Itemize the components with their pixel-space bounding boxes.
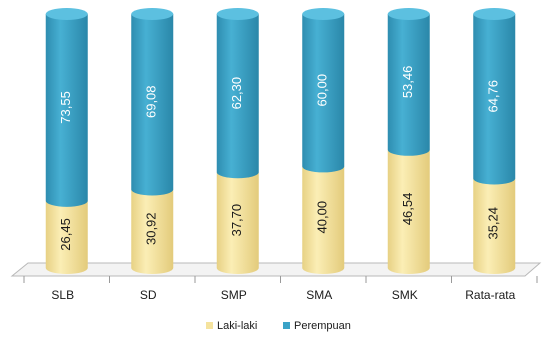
bar-perempuan-sma <box>302 14 345 173</box>
bar-group-rata-rata: 35,24 64,76 <box>473 8 516 274</box>
category-separators <box>23 276 538 283</box>
category-label-slb: SLB <box>51 288 74 302</box>
value-label-laki-laki: 26,45 <box>58 218 73 251</box>
bar-group-slb: 26,45 73,55 <box>45 8 88 274</box>
value-label-laki-laki: 46,54 <box>400 193 415 226</box>
bar-top-cap <box>302 8 345 20</box>
value-label-perempuan: 62,30 <box>229 77 244 110</box>
value-label-perempuan: 64,76 <box>486 80 501 113</box>
bar-perempuan-slb <box>45 14 88 207</box>
bar-group-sma: 40,00 60,00 <box>302 8 345 274</box>
value-label-laki-laki: 35,24 <box>486 207 501 240</box>
bar-group-smk: 46,54 53,46 <box>387 8 430 274</box>
bar-laki-laki-rata-rata <box>473 178 516 274</box>
category-label-smk: SMK <box>392 288 418 302</box>
value-label-perempuan: 73,55 <box>58 91 73 124</box>
category-label-smp: SMP <box>221 288 247 302</box>
bar-top-cap <box>387 8 430 20</box>
value-label-perempuan: 69,08 <box>144 85 159 118</box>
bar-perempuan-smp <box>216 14 259 179</box>
value-label-perempuan: 60,00 <box>315 74 330 107</box>
legend-swatch-perempuan <box>283 322 290 329</box>
bar-laki-laki-smk <box>387 149 430 274</box>
bar-perempuan-rata-rata <box>473 14 516 185</box>
category-label-sma: SMA <box>306 288 332 302</box>
value-label-laki-laki: 37,70 <box>229 204 244 237</box>
category-label-rata-rata: Rata-rata <box>465 288 515 302</box>
category-labels: SLB SD SMP SMA SMK Rata-rata <box>51 288 515 302</box>
bar-laki-laki-sma <box>302 166 345 274</box>
value-label-laki-laki: 30,92 <box>144 212 159 245</box>
bars-layer: 26,45 73,55 30,92 69,08 37,70 62,30 40,00 60,00… <box>45 8 516 274</box>
chart-floor <box>10 262 542 277</box>
bar-group-smp: 37,70 62,30 <box>216 8 259 274</box>
value-label-perempuan: 53,46 <box>400 66 415 99</box>
bar-group-sd: 30,92 69,08 <box>131 8 174 274</box>
legend-swatch-laki-laki <box>206 322 213 329</box>
bar-top-cap <box>131 8 174 20</box>
bar-top-cap <box>473 8 516 20</box>
bar-perempuan-sd <box>131 14 174 196</box>
bar-top-cap <box>216 8 259 20</box>
legend-label-perempuan: Perempuan <box>294 320 351 332</box>
bar-perempuan-smk <box>387 14 430 156</box>
legend-label-laki-laki: Laki-laki <box>217 320 257 332</box>
bar-laki-laki-sd <box>131 189 174 274</box>
value-label-laki-laki: 40,00 <box>315 201 330 234</box>
category-label-sd: SD <box>140 288 157 302</box>
bar-laki-laki-slb <box>45 200 88 274</box>
bar-laki-laki-smp <box>216 172 259 274</box>
bar-top-cap <box>45 8 88 20</box>
legend: Laki-laki Perempuan <box>206 320 351 332</box>
